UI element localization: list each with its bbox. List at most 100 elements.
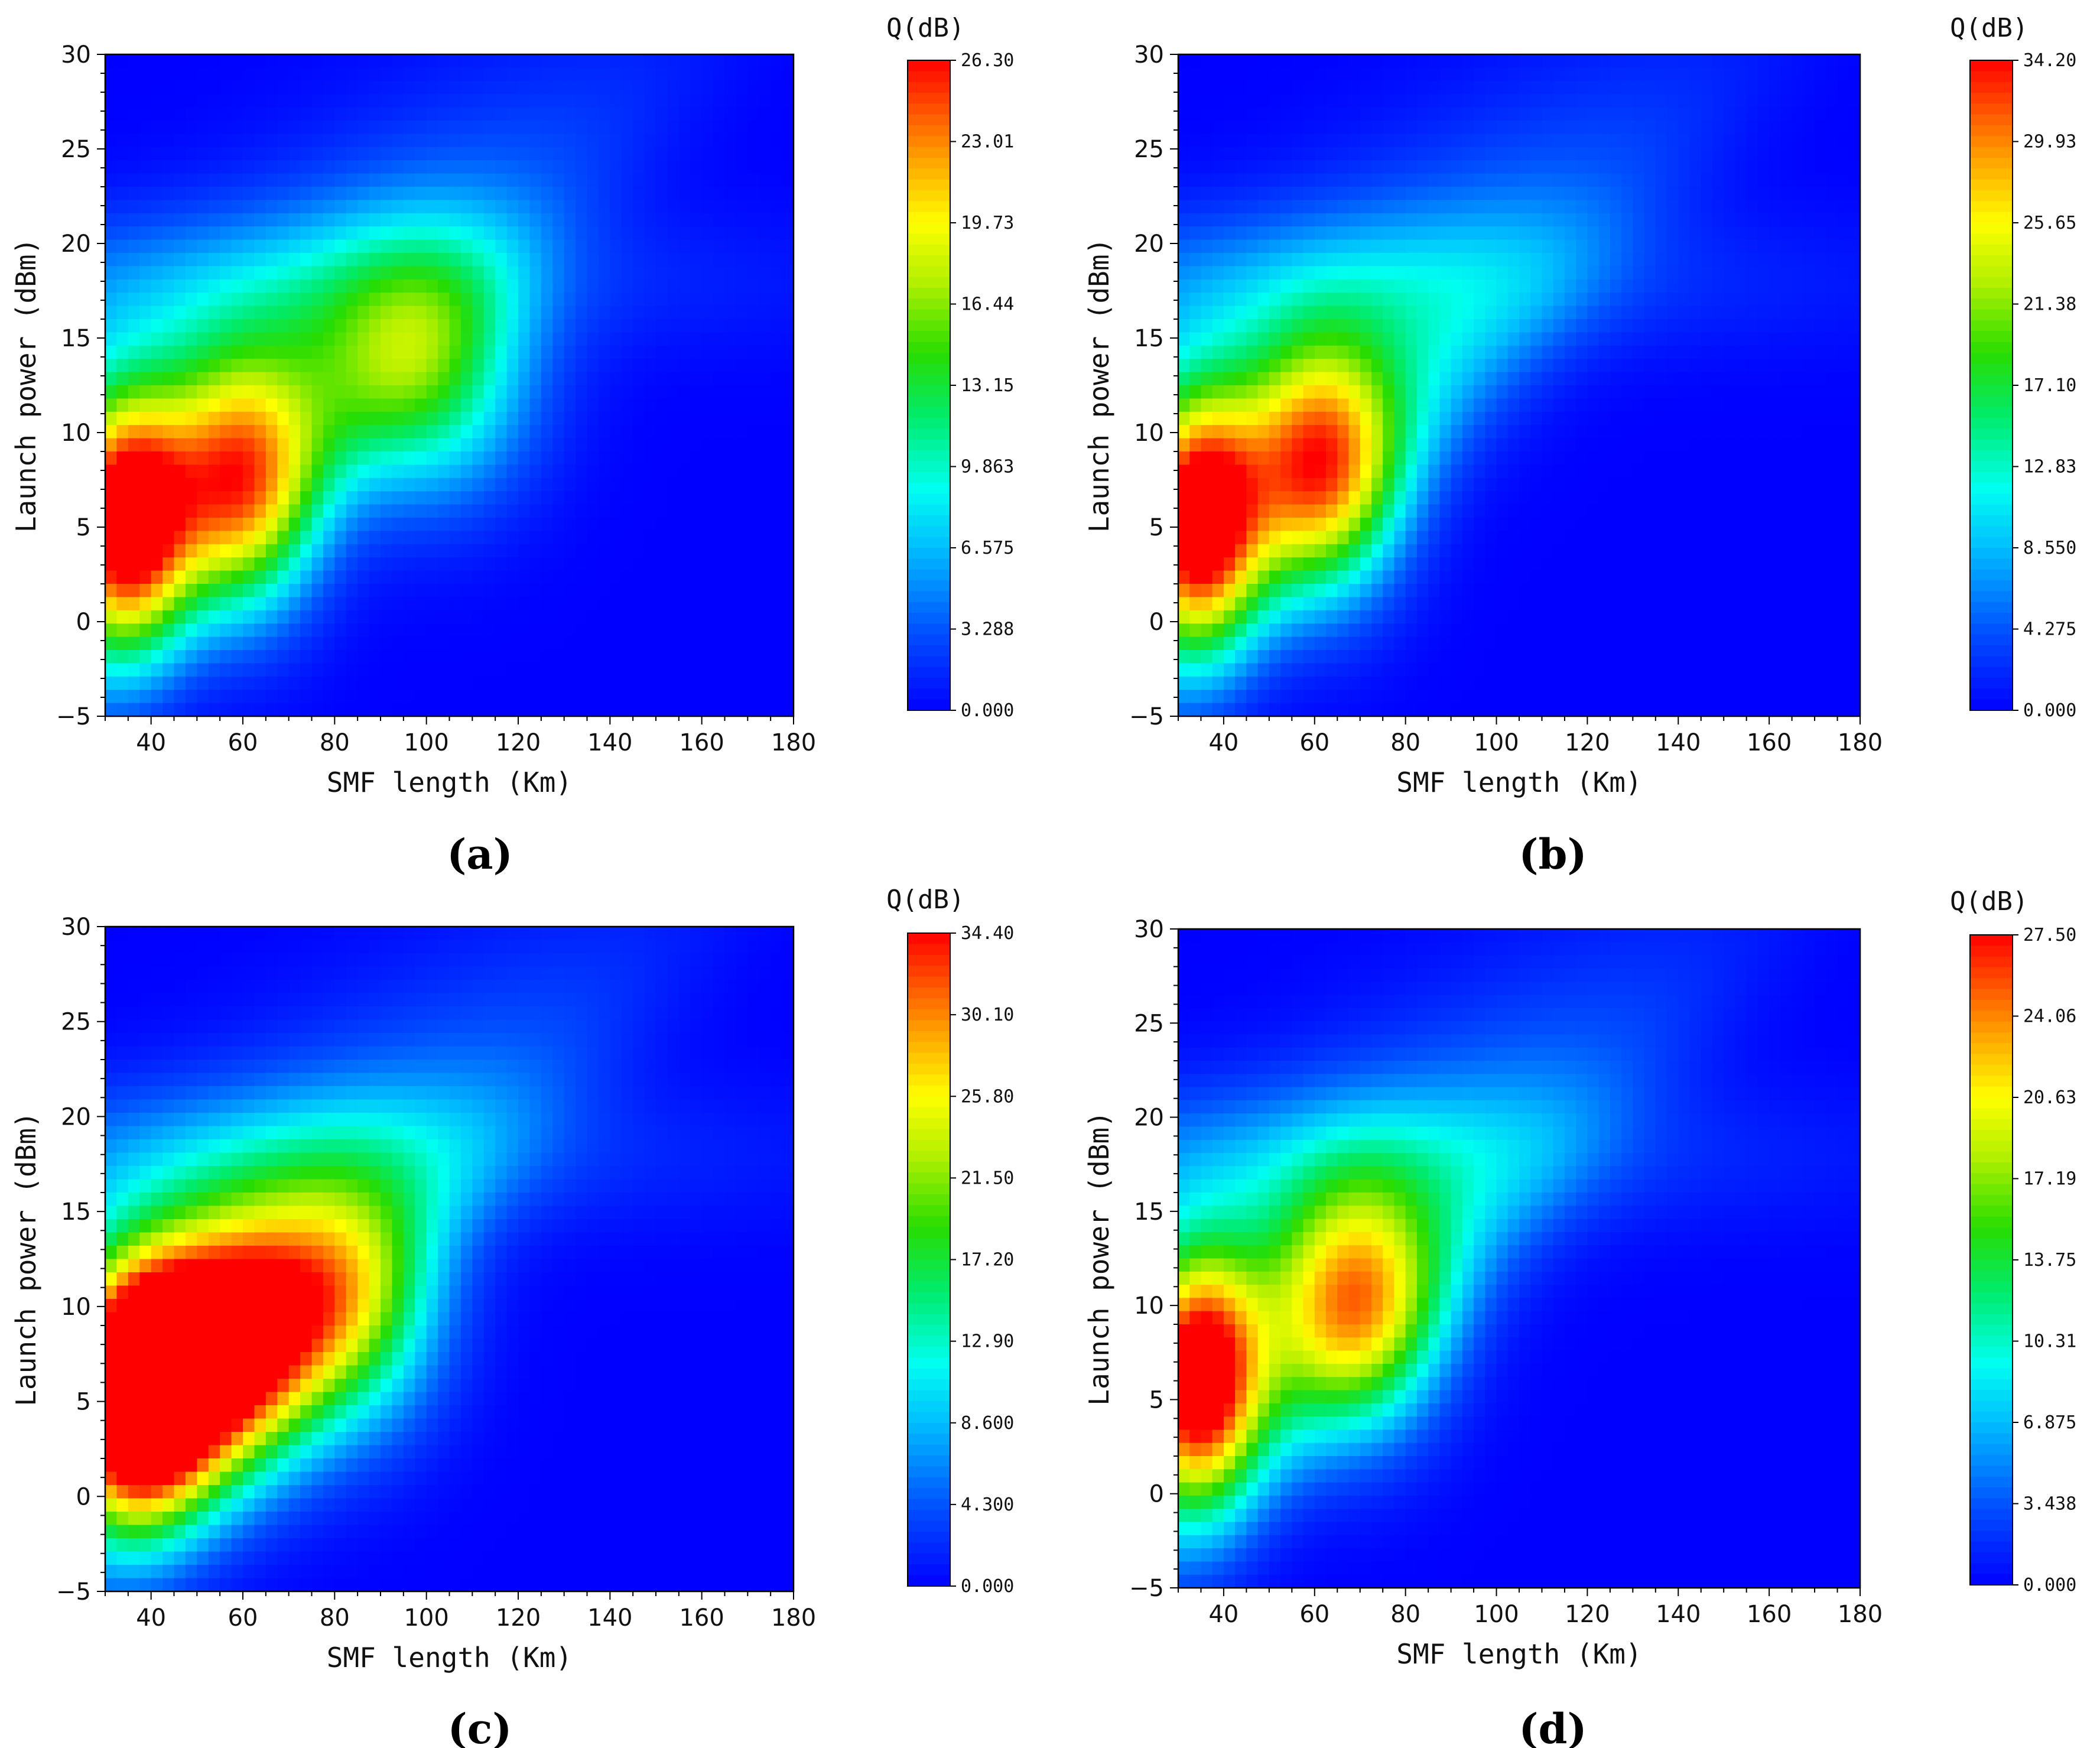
- heatmap-cell: [265, 80, 278, 95]
- heatmap-cell: [369, 67, 381, 82]
- colorbar-band: [908, 179, 950, 191]
- heatmap-cell: [541, 623, 554, 638]
- heatmap-cell: [1303, 398, 1315, 412]
- heatmap-cell: [288, 173, 301, 187]
- heatmap-cell: [174, 279, 186, 293]
- heatmap-cell: [311, 385, 324, 399]
- heatmap-cell: [701, 597, 714, 611]
- heatmap-cell: [381, 200, 393, 214]
- heatmap-cell: [1576, 239, 1588, 254]
- heatmap-cell: [116, 544, 129, 558]
- heatmap-cell: [701, 411, 714, 425]
- heatmap-cell: [667, 398, 680, 412]
- heatmap-cell: [357, 319, 370, 333]
- heatmap-cell: [300, 703, 313, 717]
- heatmap-cell: [541, 345, 554, 359]
- heatmap-cell: [1428, 570, 1441, 584]
- heatmap-cell: [1326, 345, 1338, 359]
- heatmap-cell: [197, 584, 209, 598]
- heatmap-cell: [747, 584, 760, 598]
- heatmap-cell: [713, 54, 726, 69]
- heatmap-cell: [782, 345, 794, 359]
- heatmap-cell: [1507, 54, 1520, 69]
- heatmap-cell: [392, 557, 404, 571]
- heatmap-cell: [1212, 531, 1224, 545]
- heatmap-cell: [1405, 610, 1418, 624]
- heatmap-cell: [185, 703, 198, 717]
- heatmap-cell: [334, 610, 347, 624]
- heatmap-cell: [346, 121, 358, 135]
- heatmap-cell: [449, 54, 461, 69]
- heatmap-cell: [644, 690, 656, 704]
- colorbar-band: [908, 699, 950, 711]
- heatmap-cell: [1416, 464, 1429, 479]
- heatmap-cell: [323, 372, 336, 386]
- heatmap-cell: [1451, 477, 1463, 492]
- heatmap-cell: [621, 703, 633, 717]
- heatmap-cell: [1394, 173, 1406, 187]
- heatmap-cell: [162, 332, 175, 346]
- heatmap-cell: [460, 557, 473, 571]
- heatmap-cell: [506, 398, 519, 412]
- heatmap-cell: [1405, 636, 1418, 651]
- heatmap-cell: [1337, 623, 1350, 638]
- heatmap-cell: [197, 200, 209, 214]
- heatmap-cell: [1383, 332, 1395, 346]
- heatmap-cell: [747, 67, 760, 82]
- heatmap-cell: [449, 557, 461, 571]
- heatmap-cell: [162, 451, 175, 466]
- heatmap-cell: [105, 570, 118, 584]
- heatmap-cell: [403, 94, 416, 108]
- heatmap-cell: [610, 332, 622, 346]
- heatmap-cell: [1371, 570, 1383, 584]
- heatmap-cell: [1428, 703, 1441, 717]
- heatmap-cell: [265, 359, 278, 373]
- heatmap-cell: [1394, 279, 1406, 293]
- heatmap-cell: [552, 557, 565, 571]
- heatmap-cell: [1474, 676, 1486, 690]
- heatmap-cell: [724, 385, 737, 399]
- heatmap-cell: [346, 491, 358, 505]
- heatmap-cell: [208, 187, 220, 201]
- heatmap-cell: [1246, 332, 1259, 346]
- heatmap-cell: [495, 306, 508, 320]
- heatmap-cell: [1405, 213, 1418, 227]
- heatmap-cell: [667, 54, 680, 69]
- heatmap-cell: [151, 187, 163, 201]
- heatmap-cell: [323, 200, 336, 214]
- heatmap-cell: [610, 411, 622, 425]
- heatmap-cell: [701, 134, 714, 148]
- heatmap-cell: [690, 121, 703, 135]
- heatmap-cell: [1416, 438, 1429, 452]
- heatmap-cell: [1405, 121, 1418, 135]
- heatmap-cell: [1439, 121, 1452, 135]
- heatmap-cell: [1519, 134, 1532, 148]
- heatmap-cell: [1360, 160, 1372, 174]
- heatmap-cell: [369, 676, 381, 690]
- heatmap-cell: [1326, 160, 1338, 174]
- heatmap-cell: [483, 200, 496, 214]
- heatmap-cell: [311, 160, 324, 174]
- heatmap-cell: [1371, 676, 1383, 690]
- heatmap-cell: [1292, 557, 1304, 571]
- heatmap-cell: [1474, 173, 1486, 187]
- heatmap-cell: [678, 650, 691, 664]
- heatmap-cell: [1462, 477, 1474, 492]
- heatmap-cell: [564, 147, 576, 161]
- heatmap-cell: [1223, 504, 1236, 518]
- heatmap-cell: [139, 332, 152, 346]
- heatmap-cell: [1383, 359, 1395, 373]
- heatmap-cell: [323, 160, 336, 174]
- heatmap-cell: [644, 121, 656, 135]
- heatmap-cell: [1212, 372, 1224, 386]
- heatmap-cell: [415, 319, 427, 333]
- heatmap-cell: [724, 597, 737, 611]
- heatmap-cell: [1519, 279, 1532, 293]
- heatmap-cell: [724, 584, 737, 598]
- heatmap-cell: [1269, 359, 1281, 373]
- heatmap-cell: [346, 80, 358, 95]
- heatmap-cell: [1439, 663, 1452, 677]
- heatmap-cell: [1405, 663, 1418, 677]
- heatmap-cell: [1553, 239, 1565, 254]
- heatmap-cell: [220, 173, 232, 187]
